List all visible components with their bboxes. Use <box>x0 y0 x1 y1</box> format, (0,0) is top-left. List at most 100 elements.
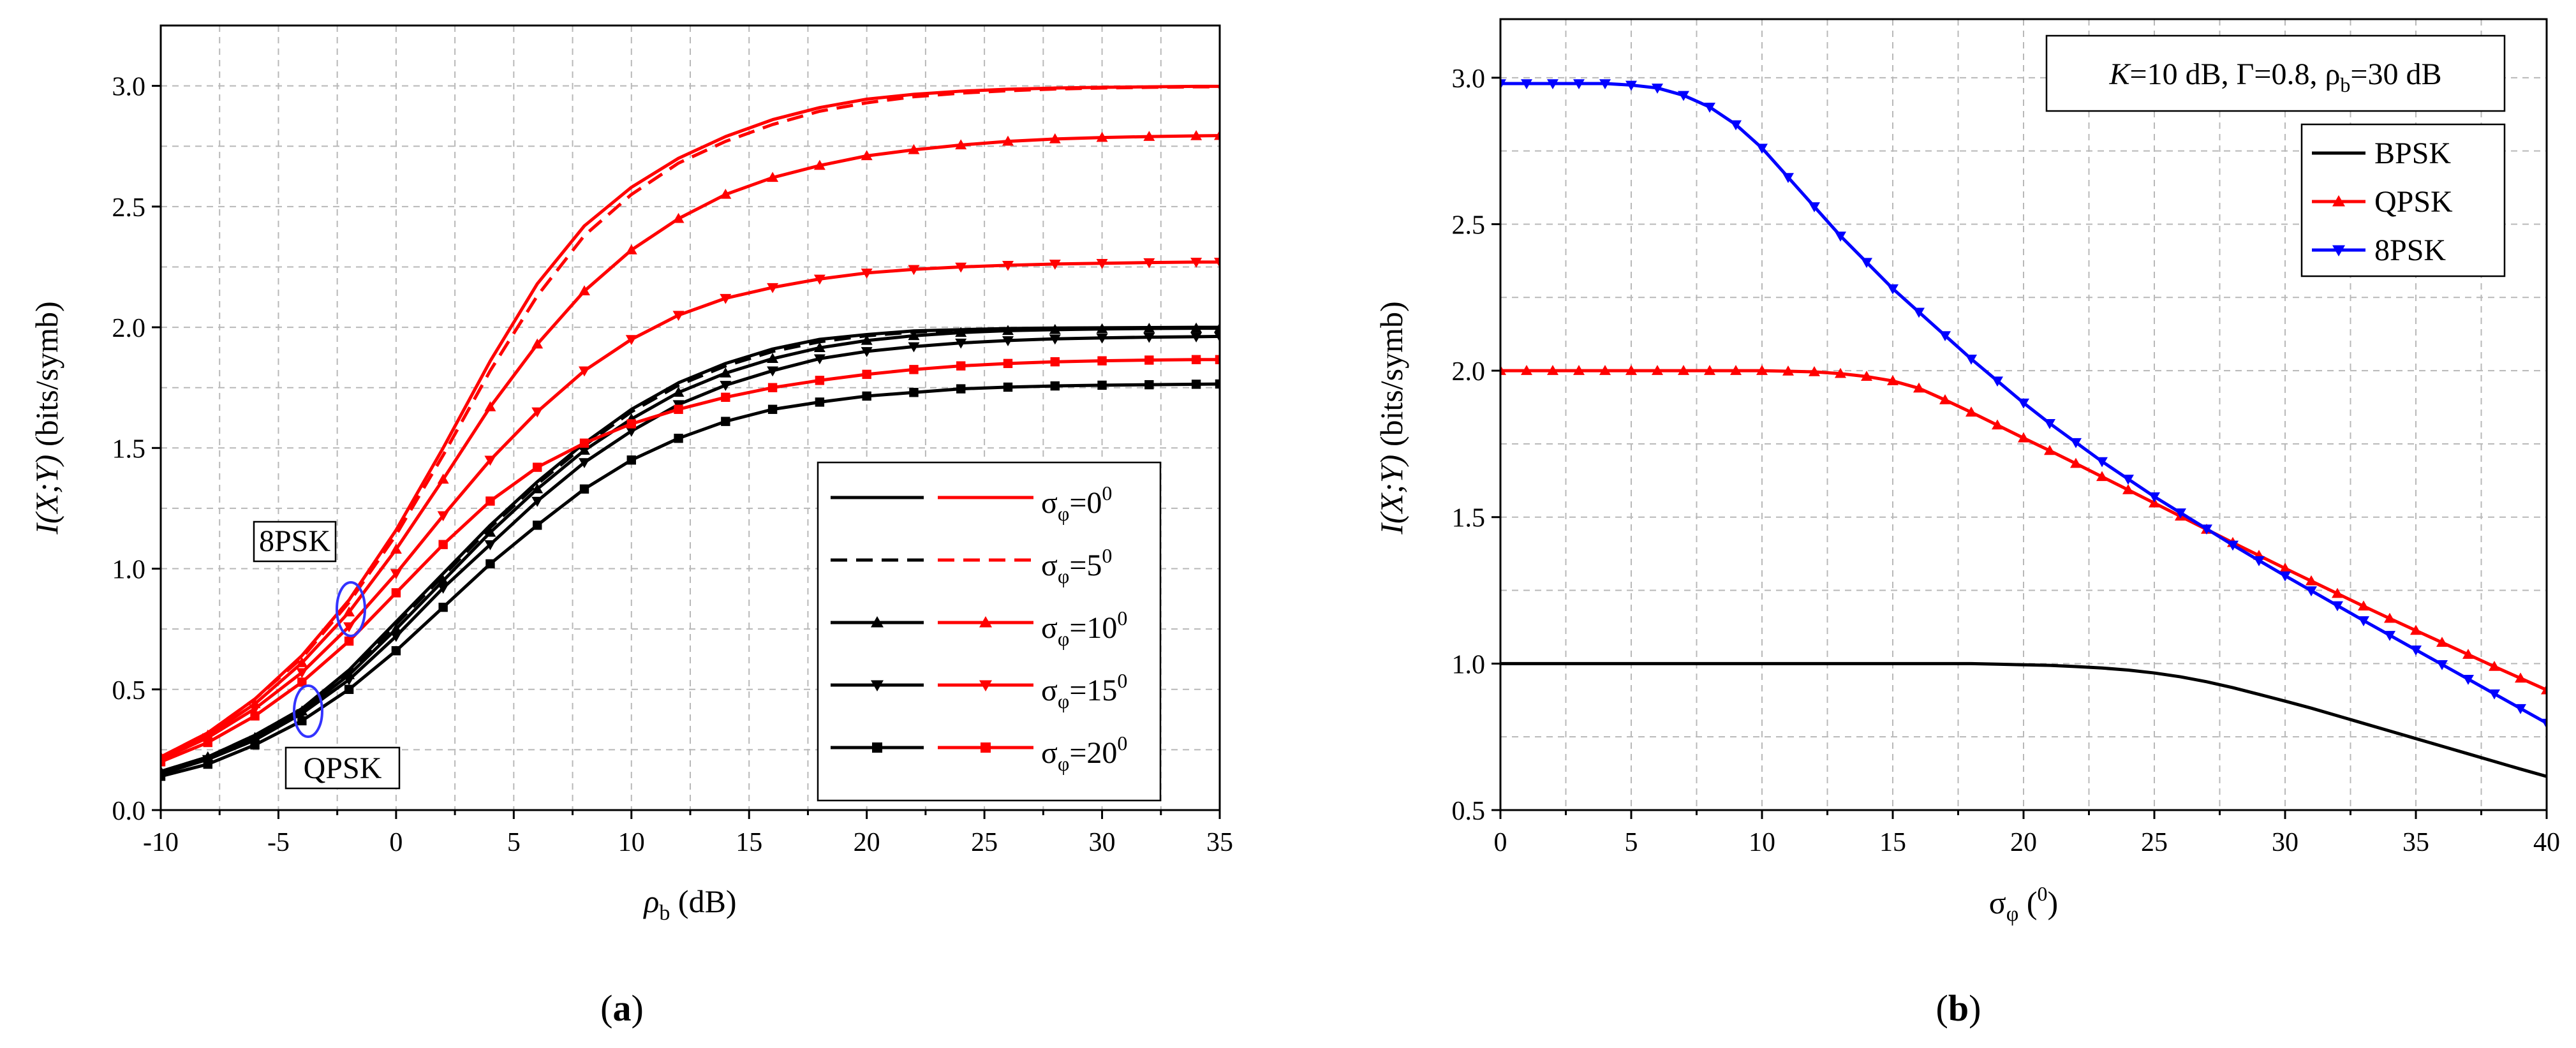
data-point <box>531 338 544 349</box>
data-point <box>1573 365 1585 375</box>
data-point <box>296 657 308 667</box>
data-point <box>1143 258 1155 269</box>
data-point <box>390 543 402 554</box>
data-point <box>2306 575 2317 586</box>
y-tick-label: 1.5 <box>112 434 146 464</box>
data-point <box>2279 571 2291 582</box>
legend-marker <box>979 616 992 628</box>
data-point <box>1002 135 1014 146</box>
data-point <box>2541 684 2547 695</box>
data-point <box>955 338 967 349</box>
data-point <box>1939 331 1951 341</box>
data-point <box>344 636 354 646</box>
data-point <box>485 496 495 506</box>
data-point <box>2018 432 2029 443</box>
x-tick-label: 30 <box>2272 828 2298 857</box>
data-point <box>1913 307 1925 318</box>
data-point <box>1887 284 1899 295</box>
panel-a-annotation-8psk-box <box>253 520 337 563</box>
y-tick-label: 1.0 <box>112 556 146 585</box>
data-point <box>909 388 919 397</box>
data-point <box>1599 79 1611 90</box>
data-point <box>1096 323 1108 334</box>
data-point <box>625 427 637 437</box>
data-point <box>2122 484 2134 494</box>
data-point <box>767 366 779 377</box>
series-line <box>1500 661 2547 778</box>
data-point <box>1678 365 1689 375</box>
data-point <box>955 262 967 273</box>
y-tick-label: 2.0 <box>1452 357 1486 387</box>
data-point <box>1835 367 1846 378</box>
data-point <box>390 569 402 580</box>
data-point <box>1049 133 1061 144</box>
data-point <box>674 404 683 414</box>
data-point <box>2279 563 2291 573</box>
data-point <box>2358 616 2369 626</box>
x-tick-label: 40 <box>2533 828 2560 857</box>
data-point <box>1002 261 1014 271</box>
series-line <box>161 358 1220 764</box>
y-tick-label: 1.0 <box>1452 650 1486 679</box>
data-point <box>161 771 166 781</box>
panel-a-ticks <box>152 85 1221 819</box>
data-point <box>674 433 683 443</box>
data-point <box>1214 258 1220 268</box>
series-line <box>161 134 1220 759</box>
data-point <box>2489 660 2500 671</box>
panel-b-y-axis-label: I(X;Y) (bits/symb) <box>1373 301 1409 535</box>
data-point <box>1704 365 1715 375</box>
data-point <box>2332 587 2343 598</box>
panel-a-tick-labels: -10 -5 0 5 10 15 20 25 30 35 0.0 0.5 1.0 1.5 2.0 2.5 3.0 <box>112 73 1234 857</box>
data-point <box>437 584 449 594</box>
y-tick-label: 2.0 <box>112 314 146 343</box>
data-point <box>2358 600 2369 611</box>
legend-marker <box>871 616 884 628</box>
data-point <box>2410 646 2422 656</box>
data-point <box>1191 355 1201 364</box>
x-tick-label: 20 <box>2010 828 2037 857</box>
data-point <box>343 606 355 617</box>
x-tick-label: 35 <box>1206 828 1233 857</box>
data-point <box>672 212 685 223</box>
data-point <box>955 139 967 150</box>
data-point <box>672 387 685 397</box>
data-point <box>813 274 825 285</box>
data-point <box>1096 333 1108 344</box>
x-tick-label: 30 <box>1089 828 1116 857</box>
legend-label: σφ=100 <box>1041 607 1127 650</box>
data-point <box>1756 144 1768 154</box>
data-point <box>815 376 825 385</box>
data-point <box>1143 322 1155 333</box>
data-point <box>2096 471 2108 482</box>
data-point <box>1965 354 1977 365</box>
data-point <box>1096 259 1108 269</box>
y-tick-label: 1.5 <box>1452 504 1486 533</box>
legend-label: QPSK <box>2374 185 2453 219</box>
data-point <box>297 716 307 726</box>
data-point <box>1500 79 1506 90</box>
panel-a-series <box>161 84 1220 781</box>
data-point <box>625 335 637 345</box>
data-point <box>484 401 496 411</box>
data-point <box>579 458 590 469</box>
data-point <box>861 150 873 161</box>
data-point <box>1652 365 1663 375</box>
data-point <box>1992 376 2003 387</box>
data-point <box>2070 457 2082 468</box>
data-point <box>249 704 261 715</box>
legend-marker <box>2332 195 2345 207</box>
data-point <box>485 559 495 569</box>
data-point <box>767 172 779 182</box>
data-point <box>1049 334 1061 345</box>
data-point <box>1652 84 1663 94</box>
data-point <box>438 602 448 612</box>
data-point <box>813 354 825 365</box>
data-point <box>720 381 732 391</box>
data-point <box>1521 79 1532 90</box>
data-point <box>909 365 919 374</box>
panel-a-legend: σφ=00 σφ=50 σφ=100 σφ=150 σφ=200 <box>817 461 1162 802</box>
panel-a-annotation-8psk: 8PSK <box>259 524 330 558</box>
legend-marker <box>979 680 992 691</box>
legend-label: BPSK <box>2374 137 2451 170</box>
